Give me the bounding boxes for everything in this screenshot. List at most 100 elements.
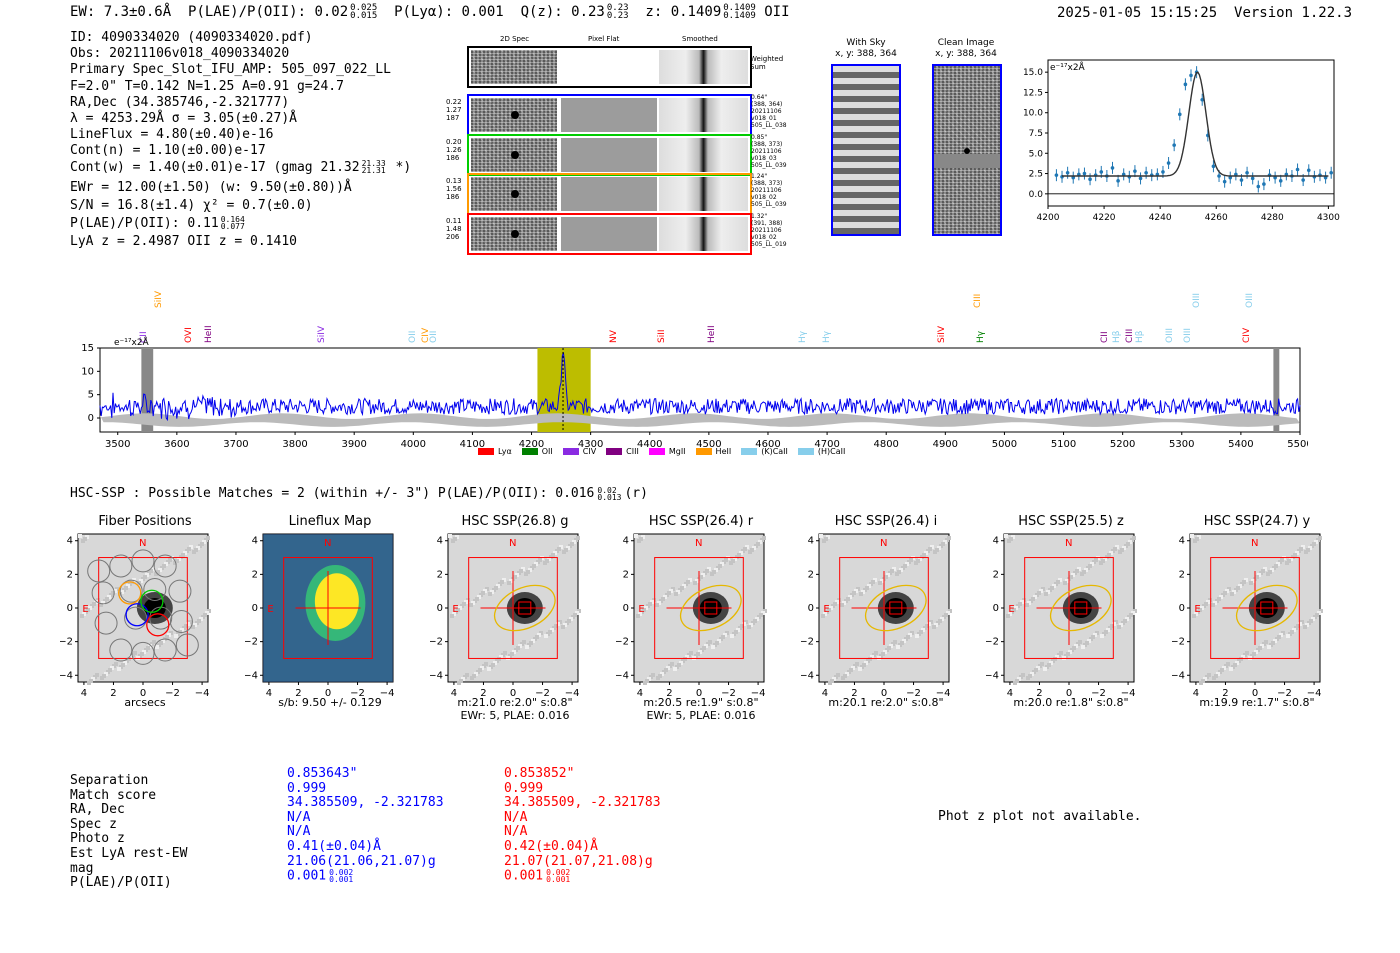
spec-xtick-label: 5200: [1110, 439, 1135, 450]
xtick-label: −2: [350, 688, 365, 699]
hsc-title-text: HSC-SSP : Possible Matches = 2 (within +…: [70, 486, 595, 501]
timestamp-version: 2025-01-05 15:15:25 Version 1.22.3: [1057, 5, 1352, 21]
hsc-panel-image: N E 4 −4 2 −2 0 0 −2 2 −4 4: [616, 533, 767, 699]
image-grain: [914, 561, 918, 565]
fiber-circle: [109, 554, 133, 578]
fiber-circle: [131, 641, 155, 665]
fit-point: [1099, 170, 1104, 174]
fit-xtick-label: 4220: [1093, 213, 1116, 223]
ytick-label: 4: [1179, 536, 1185, 547]
hsc-panel-xlabel: m:20.0 re:1.8" s:0.8": [1013, 696, 1129, 709]
ytick-label: 4: [993, 536, 999, 547]
xtick-label: 4: [1007, 688, 1013, 699]
fit-point: [1172, 143, 1176, 147]
cutout-row-left-stats: 0.20 1.26 186: [446, 137, 462, 162]
image-grain: [711, 645, 715, 649]
ytick-label: −4: [60, 670, 73, 681]
ytick-label: −4: [1172, 670, 1185, 681]
ytick-label: −4: [616, 670, 629, 681]
aperture-ellipse: [1049, 584, 1112, 632]
qz-lo: 0.23: [606, 11, 629, 21]
spec-xtick-label: 4400: [637, 439, 662, 450]
ytick-label: 0: [1179, 603, 1185, 614]
image-grain: [1013, 681, 1017, 685]
fit-xtick-label: 4200: [1037, 213, 1060, 223]
fit-xtick-label: 4280: [1261, 213, 1284, 223]
contw-text: Cont(w) = 1.40(±0.01)e-17 (gmag 21.32: [70, 159, 360, 175]
east-label: E: [823, 604, 829, 615]
spec-xtick-label: 4600: [755, 439, 780, 450]
match-value: 0.999: [504, 780, 544, 796]
fit-point: [1306, 168, 1311, 173]
ytick-label: 2: [808, 569, 814, 580]
fit-ytick-label: 7.5: [1029, 129, 1043, 139]
ytick-label: 2: [437, 569, 443, 580]
legend-swatch: [606, 448, 623, 455]
ytick-label: 2: [252, 569, 258, 580]
fit-point: [1177, 112, 1182, 117]
fiber-circle: [168, 579, 192, 603]
xtick-label: 0: [1252, 688, 1258, 699]
ytick-label: −2: [986, 637, 999, 648]
ytick-label: 0: [437, 603, 443, 614]
north-label: N: [139, 538, 146, 549]
plae-poii-lo: 0.015: [350, 11, 378, 21]
image-grain: [1063, 581, 1067, 585]
ew-value: EW: 7.3±0.6Å: [70, 4, 172, 20]
match-red-column: 0.853852" 0.999 34.385509, -2.321783 N/A N/A…: [504, 766, 661, 884]
ytick-label: 2: [993, 569, 999, 580]
image-grain: [1230, 592, 1234, 596]
cutout-row-left-stats: 0.11 1.48 206: [446, 216, 462, 241]
info-line: Cont(n) = 1.10(±0.00)e-17: [70, 143, 266, 159]
xtick-label: −4: [1121, 688, 1136, 699]
spec-xtick-label: 3800: [282, 439, 307, 450]
match-blue-column: 0.853643" 0.999 34.385509, -2.321783 N/A N/A…: [287, 766, 444, 884]
xtick-label: 0: [1066, 688, 1072, 699]
fit-ytick-label: 12.5: [1023, 88, 1043, 98]
search-box: [283, 557, 373, 659]
xtick-label: −4: [565, 688, 580, 699]
ytick-label: 0: [67, 603, 73, 614]
image-grain: [525, 645, 529, 649]
image-grain: [932, 625, 936, 629]
ytick-label: 0: [623, 603, 629, 614]
fit-point: [1262, 182, 1266, 186]
aperture-ellipse: [864, 584, 927, 632]
spec-xtick-label: 3600: [164, 439, 189, 450]
ytick-label: 4: [808, 536, 814, 547]
fit-point: [1183, 82, 1188, 87]
lineflux-core: [314, 573, 359, 630]
fit-ytick-label: 5.0: [1029, 149, 1044, 159]
east-label: E: [452, 604, 458, 615]
cutout-2d-image: [471, 216, 557, 251]
fit-unit-label: e⁻¹⁷x2Å: [1050, 61, 1086, 73]
image-grain: [469, 603, 473, 607]
spectrum-unit-label: e⁻¹⁷x2Å: [114, 336, 150, 348]
match-value: N/A: [287, 824, 311, 840]
ytick-label: 4: [252, 536, 258, 547]
fiber-circle: [87, 559, 111, 583]
fit-point: [1054, 173, 1059, 177]
image-grain: [80, 614, 84, 618]
image-grain: [1026, 676, 1030, 680]
xtick-label: 4: [1193, 688, 1199, 699]
match-label: Match score: [70, 787, 157, 803]
col-header-2d: 2D Spec: [500, 35, 530, 43]
fit-xtick-label: 4300: [1317, 213, 1340, 223]
with-sky-title: With Sky: [846, 38, 886, 48]
image-grain: [1080, 572, 1084, 576]
image-grain: [1117, 625, 1121, 629]
image-grain: [524, 572, 528, 576]
info-line: Obs: 20211106v018_4090334020: [70, 46, 290, 62]
image-grain: [933, 550, 937, 554]
p-lya-value: P(Lyα): 0.001: [394, 4, 504, 20]
image-grain: [155, 645, 159, 649]
ytick-label: 4: [437, 536, 443, 547]
image-grain: [451, 539, 455, 543]
ytick-label: −2: [430, 637, 443, 648]
image-grain: [562, 550, 566, 554]
fit-point: [1250, 176, 1255, 181]
image-grain: [1266, 572, 1270, 576]
ytick-label: 2: [67, 569, 73, 580]
hsc-panel-title: HSC SSP(25.5) z: [1018, 514, 1124, 529]
